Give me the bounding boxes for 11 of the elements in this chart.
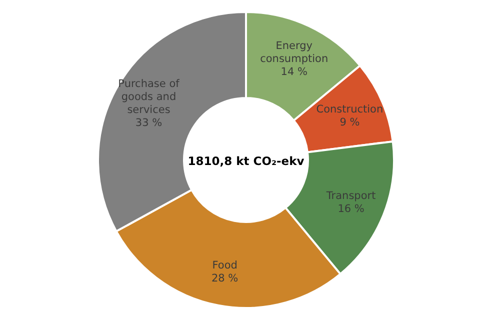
text: 1810,8 kt CO₂-ekv xyxy=(188,154,305,168)
data-label: 28 % xyxy=(211,272,238,284)
slice-label: Purchase of goods and services xyxy=(118,78,180,116)
slice-label: Transport xyxy=(325,190,376,202)
data-label: 14 % xyxy=(280,66,308,78)
data-label: 16 % xyxy=(338,203,364,216)
data-label: 9 % xyxy=(340,116,360,129)
slice-label: Food xyxy=(212,260,238,272)
data-label: 33 % xyxy=(135,116,162,129)
slice-label: Energy consumption xyxy=(260,40,328,65)
slice-label: Construction xyxy=(316,104,384,116)
